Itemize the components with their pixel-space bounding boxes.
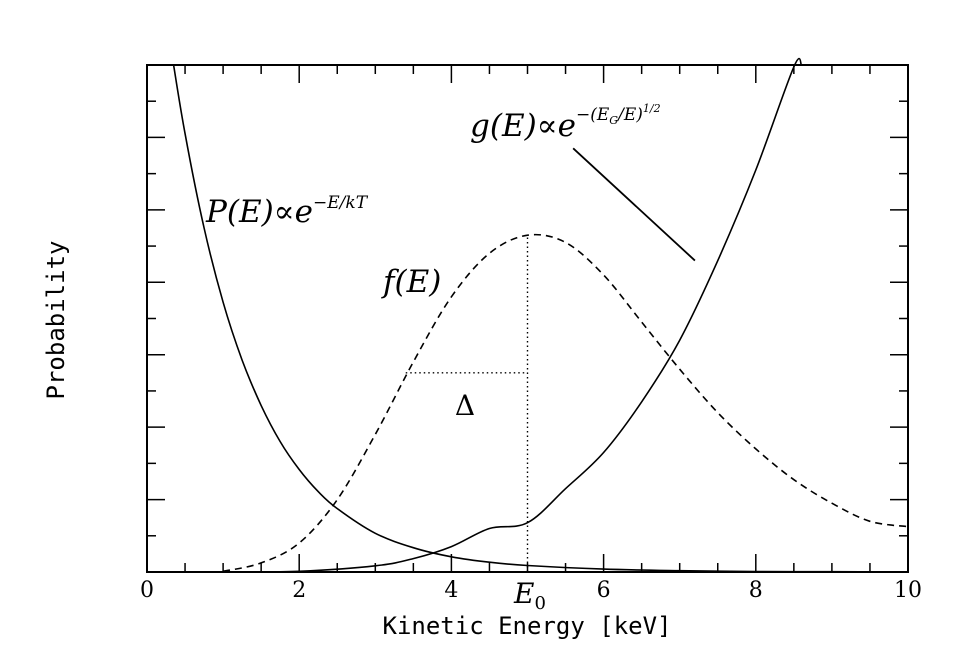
- x-tick-label: 0: [140, 578, 154, 603]
- pointer-line: [572, 147, 696, 262]
- axis-ticks: [146, 64, 909, 573]
- x-axis-label: Kinetic Energy [keV]: [383, 612, 672, 640]
- x-tick-label: 6: [597, 578, 611, 603]
- series-line-0: [172, 64, 909, 573]
- x-tick-label: 2: [292, 578, 306, 603]
- e0-annotation: E0: [513, 577, 546, 614]
- series-label-p: P(E)∝e−E/kT: [205, 193, 369, 230]
- series-line-1: [146, 57, 803, 573]
- series-label-f: f(E): [381, 264, 441, 300]
- plot-frame: [146, 64, 909, 573]
- delta-annotation: Δ: [455, 389, 475, 422]
- series-line-2: [222, 233, 909, 573]
- x-tick-label: 8: [749, 578, 763, 603]
- series-label-g: g(E)∝e−(EG/E)1/2: [470, 102, 661, 144]
- reference-lines: [405, 147, 696, 572]
- x-tick-label: 10: [894, 578, 922, 603]
- x-tick-label: 4: [444, 578, 458, 603]
- x-tick-labels: 0 2 4 6 8 10: [140, 578, 922, 603]
- y-axis-label: Probability: [42, 241, 70, 400]
- series-layer: [146, 57, 909, 573]
